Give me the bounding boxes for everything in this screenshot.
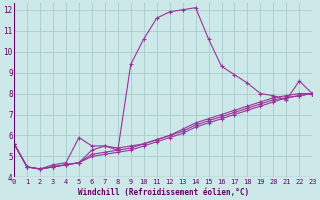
X-axis label: Windchill (Refroidissement éolien,°C): Windchill (Refroidissement éolien,°C) (78, 188, 249, 197)
